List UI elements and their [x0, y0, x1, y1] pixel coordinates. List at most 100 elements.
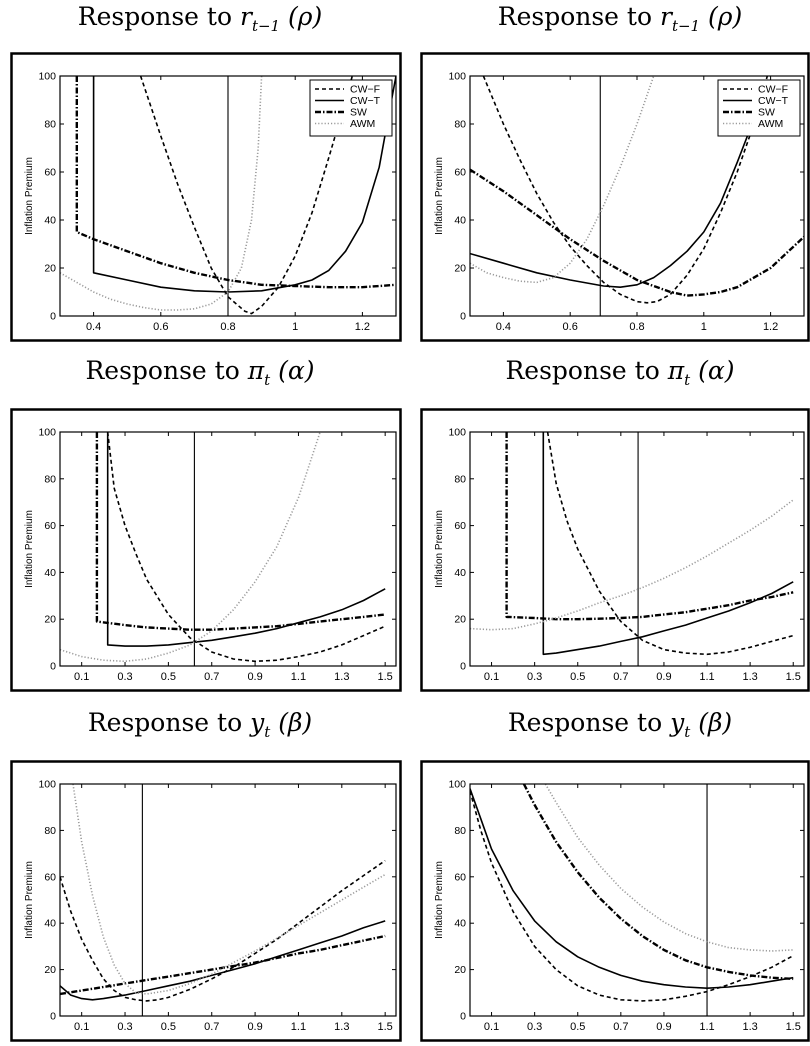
y-axis-label: Inflation Premium — [434, 861, 445, 939]
x-tick-label: 0.4 — [496, 321, 511, 333]
legend-label: CW−F — [350, 84, 380, 96]
plot-area — [59, 431, 397, 667]
series-line-dotted — [60, 76, 263, 311]
x-tick-label: 1.3 — [742, 1021, 757, 1033]
plot-area — [469, 783, 805, 1017]
x-tick-label: 1.5 — [378, 1021, 393, 1033]
y-tick-label: 0 — [460, 1011, 466, 1023]
y-tick-label: 40 — [454, 918, 466, 930]
x-tick-label: 0.3 — [117, 671, 132, 683]
x-tick-label: 1.2 — [355, 321, 370, 333]
x-tick-label: 0.7 — [204, 671, 219, 683]
x-tick-label: 0.9 — [656, 1021, 671, 1033]
y-tick-label: 60 — [44, 871, 56, 883]
x-tick-label: 0.6 — [563, 321, 578, 333]
series-line-solid — [542, 432, 794, 656]
x-tick-label: 0.3 — [527, 1021, 542, 1033]
y-tick-label: 60 — [454, 520, 466, 532]
x-tick-label: 1.1 — [291, 671, 306, 683]
y-tick-label: 100 — [448, 779, 466, 791]
legend-label: AWM — [350, 118, 375, 130]
chart-panel-1: 0 20 40 60 80 100 0.4 0.6 0.8 1 1.2 Inflation Premi… — [10, 52, 402, 342]
x-tick-label: 0.1 — [484, 1021, 499, 1033]
y-tick-label: 40 — [454, 567, 466, 579]
chart-panel-2: 0 20 40 60 80 100 0.4 0.6 0.8 1 1.2 Inflation Premi… — [420, 52, 810, 342]
x-tick-label: 1.1 — [699, 671, 714, 683]
x-tick-label: 0.1 — [74, 671, 89, 683]
y-tick-label: 100 — [448, 427, 466, 439]
series-line-dashdot — [470, 168, 804, 297]
plot-area — [59, 75, 397, 317]
y-tick-label: 0 — [50, 661, 56, 673]
y-tick-label: 100 — [38, 779, 56, 791]
x-tick-label: 1.3 — [742, 671, 757, 683]
legend-label: SW — [350, 107, 367, 119]
y-tick-label: 40 — [454, 215, 466, 227]
y-tick-label: 80 — [454, 473, 466, 485]
y-tick-label: 100 — [448, 71, 466, 83]
x-tick-label: 1.1 — [699, 1021, 714, 1033]
y-tick-label: 40 — [44, 215, 56, 227]
x-tick-label: 0.7 — [204, 1021, 219, 1033]
series-line-solid — [470, 788, 794, 989]
series-line-dashed — [470, 790, 794, 1002]
series-line-solid — [106, 432, 386, 647]
legend-label: AWM — [758, 118, 783, 130]
panel-title-6: Response to yt (β) — [507, 708, 733, 741]
y-tick-label: 40 — [44, 567, 56, 579]
y-tick-label: 40 — [44, 918, 56, 930]
y-tick-label: 60 — [454, 871, 466, 883]
series-line-dotted — [470, 499, 794, 631]
x-tick-label: 0.5 — [161, 1021, 176, 1033]
y-axis-label: Inflation Premium — [24, 861, 35, 939]
y-tick-label: 80 — [454, 119, 466, 131]
x-tick-label: 1 — [292, 321, 298, 333]
x-tick-label: 0.9 — [247, 671, 262, 683]
panel-title-4: Response to πt (α) — [505, 356, 735, 389]
y-tick-label: 20 — [454, 614, 466, 626]
y-tick-label: 80 — [44, 825, 56, 837]
panel-frame — [420, 760, 810, 1042]
x-tick-label: 1.5 — [378, 671, 393, 683]
series-line-dashdot — [505, 432, 794, 621]
y-axis-label: Inflation Premium — [24, 157, 35, 235]
x-tick-label: 1.5 — [786, 671, 801, 683]
series-line-dashed — [106, 432, 386, 663]
chart-panel-4: 0 20 40 60 80 100 0.1 0.3 0.5 0.7 0.9 1.1 1.3 1.5 Infl… — [420, 408, 810, 692]
y-tick-label: 80 — [454, 825, 466, 837]
y-axis-label: Inflation Premium — [434, 510, 445, 588]
x-tick-label: 0.1 — [74, 1021, 89, 1033]
legend-label: CW−T — [350, 95, 381, 107]
x-tick-label: 0.3 — [527, 671, 542, 683]
panel-frame — [10, 760, 402, 1042]
x-tick-label: 0.9 — [656, 671, 671, 683]
series-line-dashed — [482, 76, 769, 304]
y-tick-label: 100 — [38, 427, 56, 439]
x-tick-label: 1.1 — [291, 1021, 306, 1033]
x-tick-label: 0.1 — [484, 671, 499, 683]
x-tick-label: 1.2 — [763, 321, 778, 333]
y-tick-label: 0 — [50, 311, 56, 323]
y-tick-label: 0 — [460, 311, 466, 323]
y-tick-label: 80 — [44, 473, 56, 485]
series-line-dashed — [60, 859, 386, 1002]
x-tick-label: 0.5 — [570, 671, 585, 683]
x-tick-label: 1 — [701, 321, 707, 333]
y-tick-label: 20 — [454, 964, 466, 976]
panel-title-1: Response to rt−1 (ρ) — [77, 2, 323, 35]
series-line-dashed — [139, 76, 354, 315]
legend-label: CW−F — [758, 84, 788, 96]
x-tick-label: 0.6 — [153, 321, 168, 333]
chart-panel-5: 0 20 40 60 80 100 0.1 0.3 0.5 0.7 0.9 1.1 1.3 1.5 Infl… — [10, 760, 402, 1042]
y-axis-label: Inflation Premium — [24, 510, 35, 588]
x-tick-label: 1.5 — [786, 1021, 801, 1033]
panel-title-5: Response to yt (β) — [87, 708, 313, 741]
x-tick-label: 0.5 — [570, 1021, 585, 1033]
series-line-dotted — [72, 784, 386, 995]
x-tick-label: 0.7 — [613, 1021, 628, 1033]
series-line-dotted — [60, 432, 321, 663]
y-tick-label: 60 — [44, 167, 56, 179]
plot-area — [469, 431, 805, 667]
x-tick-label: 1.3 — [334, 671, 349, 683]
y-tick-label: 20 — [44, 263, 56, 275]
